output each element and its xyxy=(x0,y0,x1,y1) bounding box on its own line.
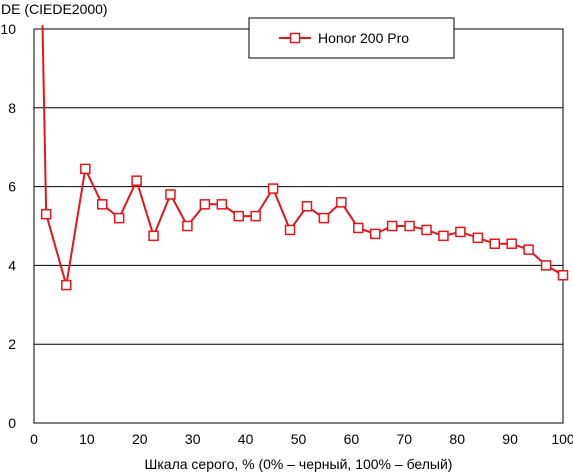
data-point xyxy=(40,208,52,220)
data-point xyxy=(523,244,534,255)
x-tick-labels: 0 10 20 30 40 50 60 70 80 90 100 xyxy=(30,431,573,447)
data-point xyxy=(336,197,347,208)
data-point xyxy=(96,199,108,210)
y-tick-label: 0 xyxy=(8,415,16,431)
legend: Honor 200 Pro xyxy=(248,17,455,59)
legend-label: Honor 200 Pro xyxy=(318,30,409,46)
data-point xyxy=(472,232,484,244)
x-tick-label: 0 xyxy=(30,431,38,447)
y-tick-label: 10 xyxy=(0,21,16,37)
data-point xyxy=(386,220,398,232)
y-tick-label: 8 xyxy=(8,100,16,116)
y-tick-labels: 0 2 4 6 8 10 xyxy=(0,21,16,431)
data-point xyxy=(113,212,125,224)
legend-marker xyxy=(289,32,301,44)
x-tick-label: 20 xyxy=(132,431,148,447)
x-tick-label: 100 xyxy=(551,431,573,447)
y-tick-label: 4 xyxy=(8,257,16,273)
data-point xyxy=(301,201,313,212)
data-point xyxy=(182,220,193,232)
data-point xyxy=(318,212,330,224)
y-tick-label: 6 xyxy=(8,179,16,195)
y-tick-label: 2 xyxy=(8,336,16,352)
x-axis-title: Шкала серого, % (0% – черный, 100% – бел… xyxy=(145,456,453,472)
data-point xyxy=(353,222,364,234)
data-point xyxy=(148,230,159,242)
plot-frame xyxy=(33,28,564,424)
data-point xyxy=(284,224,296,236)
data-point xyxy=(489,238,501,249)
data-point xyxy=(61,279,72,291)
x-tick-label: 70 xyxy=(397,431,413,447)
series-line xyxy=(41,25,564,286)
data-point xyxy=(165,189,176,200)
data-point xyxy=(557,270,569,281)
data-point xyxy=(131,175,142,186)
data-point xyxy=(421,224,432,236)
x-tick-label: 80 xyxy=(449,431,465,447)
data-point xyxy=(369,228,381,240)
x-tick-label: 50 xyxy=(291,431,307,447)
data-point xyxy=(455,226,466,238)
data-point xyxy=(233,210,244,222)
series-layer xyxy=(40,25,569,291)
x-tick-label: 40 xyxy=(238,431,254,447)
data-point xyxy=(80,163,91,175)
data-point xyxy=(404,220,415,232)
data-point xyxy=(199,199,211,210)
data-point xyxy=(438,230,449,242)
data-point xyxy=(540,260,552,271)
x-tick-label: 30 xyxy=(185,431,201,447)
y-axis-title: DE (CIEDE2000) xyxy=(1,1,108,17)
grid xyxy=(34,28,563,424)
data-point xyxy=(267,183,279,194)
x-tick-label: 60 xyxy=(344,431,360,447)
data-point xyxy=(250,210,261,222)
data-point xyxy=(506,238,517,249)
data-point xyxy=(216,199,228,210)
x-tick-label: 10 xyxy=(79,431,95,447)
x-tick-label: 90 xyxy=(502,431,518,447)
